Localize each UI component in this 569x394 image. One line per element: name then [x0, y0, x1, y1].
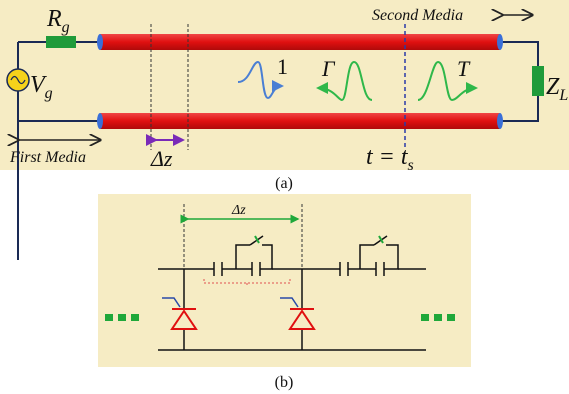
figure-b-background [98, 194, 471, 367]
load-zl [532, 66, 544, 96]
transmitted-pulse [417, 60, 478, 102]
series-capacitor-2 [251, 262, 261, 276]
left-ellipsis-icon [105, 314, 139, 321]
time-boundary-label: t = ts [366, 144, 414, 174]
lower-conductor [100, 113, 500, 129]
reflected-pulse [316, 60, 373, 102]
resistor-rg-label: Rg [46, 6, 70, 36]
second-media-label: Second Media [372, 7, 463, 24]
voltage-source-label: Vg [30, 72, 53, 102]
switch-2 [373, 235, 388, 246]
series-capacitor-1 [213, 262, 223, 276]
right-ellipsis-icon [421, 314, 455, 321]
first-media-label: First Media [9, 149, 86, 166]
incident-pulse [237, 60, 284, 100]
varactor-diode-1 [162, 297, 198, 330]
varactor-diode-2 [280, 297, 316, 330]
figure-a: Rg Vg ZL Δz 1 Γ T [0, 0, 569, 260]
switch-1 [249, 235, 264, 246]
upper-conductor-left-cap [97, 34, 103, 50]
lower-conductor-left-cap [97, 113, 103, 129]
series-capacitor-4 [375, 262, 385, 276]
caption-a: (a) [275, 175, 293, 192]
incident-pulse-label: 1 [277, 54, 288, 79]
delta-z-b-label: Δz [231, 203, 246, 218]
caption-b: (b) [275, 374, 294, 391]
upper-conductor-right-cap [497, 34, 503, 50]
resistor-rg [46, 36, 76, 48]
load-zl-label: ZL [546, 74, 568, 104]
ladder-wires [158, 244, 426, 351]
lower-conductor-right-cap [497, 113, 503, 129]
figure-b: Δz [98, 194, 471, 367]
upper-conductor [100, 34, 500, 50]
transmission-label: T [457, 56, 471, 81]
series-capacitor-3 [339, 262, 349, 276]
delta-z-label: Δz [150, 146, 173, 171]
source-sine-icon [10, 75, 26, 85]
unit-cell-bracket [203, 279, 291, 287]
reflection-label: Γ [321, 56, 336, 81]
figure-a-background [0, 0, 569, 170]
